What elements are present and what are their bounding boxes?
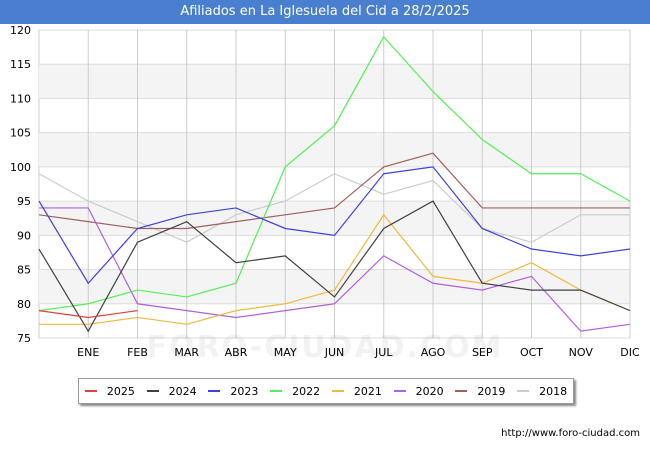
legend-label: 2020 xyxy=(415,384,444,398)
x-tick-label: ENE xyxy=(77,346,99,359)
y-tick-label: 110 xyxy=(10,92,31,105)
legend-label: 2019 xyxy=(477,384,506,398)
y-tick-label: 120 xyxy=(10,24,31,37)
legend-item-2021: 2021 xyxy=(331,384,382,398)
legend-label: 2018 xyxy=(539,384,568,398)
x-tick-label: NOV xyxy=(569,346,594,359)
legend-item-2024: 2024 xyxy=(146,384,197,398)
y-tick-label: 95 xyxy=(17,195,31,208)
source-link[interactable]: http://www.foro-ciudad.com xyxy=(501,428,640,439)
legend-swatch xyxy=(84,390,97,392)
legend-item-2025: 2025 xyxy=(84,384,135,398)
series-line-2020 xyxy=(39,207,631,332)
legend-label: 2021 xyxy=(353,384,382,398)
legend-swatch xyxy=(146,390,159,392)
series-line-2023 xyxy=(38,166,631,285)
legend-swatch xyxy=(517,390,530,392)
y-tick-label: 100 xyxy=(10,161,31,174)
x-tick-label: SEP xyxy=(472,346,493,359)
y-tick-label: 115 xyxy=(10,58,31,71)
legend-item-2020: 2020 xyxy=(393,384,444,398)
series-line-2018 xyxy=(38,173,630,243)
x-tick-label: JUN xyxy=(324,346,345,359)
y-axis-ticks: 75 80 85 90 95 100 105 110 115 120 xyxy=(10,24,31,345)
legend-item-2022: 2022 xyxy=(270,385,320,398)
x-axis-ticks: ENE FEB MAR ABR MAY JUN JUL AGO SEP OCT NOV DIC xyxy=(77,346,640,359)
legend-label: 2024 xyxy=(168,384,197,398)
legend-label: 2022 xyxy=(292,384,321,398)
legend-item-2023: 2023 xyxy=(208,385,258,398)
legend: 2025 2024 2023 2022 2021 2020 2019 2018 xyxy=(78,378,574,404)
series-line-2021 xyxy=(39,213,631,325)
legend-label: 2025 xyxy=(106,384,135,398)
y-tick-label: 75 xyxy=(17,332,31,345)
y-tick-label: 90 xyxy=(17,229,31,242)
legend-item-2018: 2018 xyxy=(517,385,567,398)
x-tick-label: MAR xyxy=(174,346,199,359)
x-tick-label: DIC xyxy=(620,346,640,359)
series-line-2025 xyxy=(38,310,138,319)
legend-item-2019: 2019 xyxy=(455,385,505,398)
legend-label: 2023 xyxy=(230,384,259,398)
y-tick-label: 105 xyxy=(10,127,31,140)
legend-swatch xyxy=(208,390,221,392)
x-tick-label: JUL xyxy=(374,346,393,359)
series-line-2024 xyxy=(38,200,631,333)
legend-swatch xyxy=(455,390,468,392)
series-line-2022 xyxy=(38,35,631,312)
series-lines xyxy=(38,35,631,333)
x-tick-label: FEB xyxy=(127,346,148,359)
x-tick-label: ABR xyxy=(225,346,248,359)
legend-swatch xyxy=(270,390,283,392)
x-tick-label: MAY xyxy=(274,346,297,359)
y-tick-label: 80 xyxy=(17,298,31,311)
legend-swatch xyxy=(331,390,344,392)
x-tick-label: OCT xyxy=(520,346,543,359)
legend-swatch xyxy=(393,390,406,392)
y-tick-label: 85 xyxy=(17,264,31,277)
x-tick-label: AGO xyxy=(421,346,446,359)
chart-title: Afiliados en La Iglesuela del Cid a 28/2… xyxy=(0,0,650,24)
